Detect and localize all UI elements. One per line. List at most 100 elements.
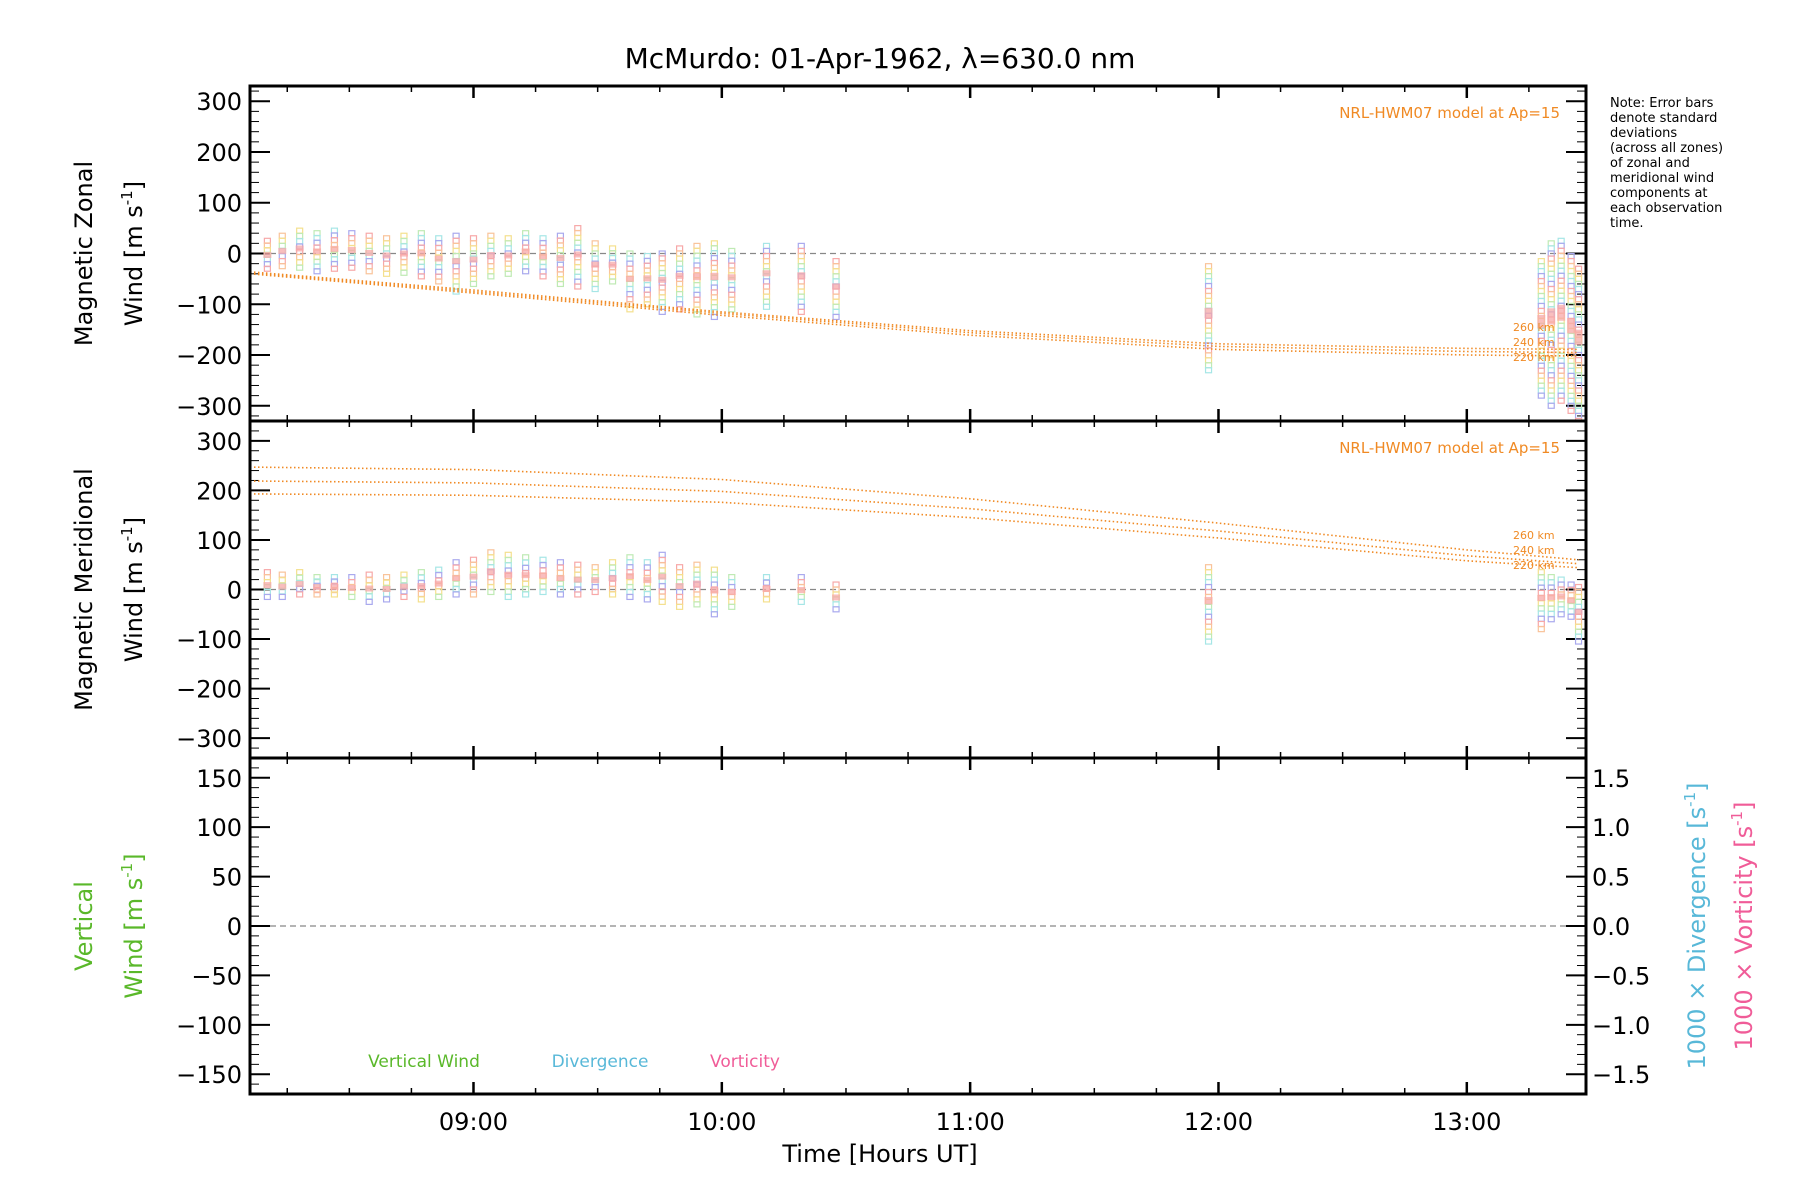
obs-marker — [382, 245, 391, 252]
obs-marker — [263, 265, 271, 272]
obs-marker — [1537, 258, 1545, 265]
obs-marker — [365, 593, 373, 600]
obs-marker — [693, 571, 701, 578]
obs-marker — [330, 591, 339, 598]
obs-marker — [643, 564, 651, 571]
obs-marker — [348, 239, 356, 247]
obs-marker — [1204, 578, 1213, 586]
obs-marker — [626, 291, 634, 298]
observation-stack — [1574, 265, 1583, 421]
obs-marker — [452, 273, 460, 280]
obs-core — [1557, 593, 1566, 600]
obs-marker — [1204, 317, 1213, 324]
obs-marker — [676, 593, 684, 601]
observation-stack — [504, 235, 513, 277]
obs-marker — [1574, 356, 1583, 364]
obs-core — [347, 585, 356, 592]
obs-marker — [574, 263, 582, 271]
y-axis-label-units: [m s — [120, 205, 148, 258]
y-axis-label-line2: Wind [m s-1] — [118, 517, 148, 662]
obs-marker — [1567, 608, 1575, 615]
obs-marker — [382, 579, 391, 586]
obs-marker — [658, 255, 666, 262]
obs-marker — [487, 232, 495, 239]
obs-marker — [693, 257, 701, 264]
obs-marker — [1537, 267, 1545, 275]
obs-marker — [382, 235, 391, 242]
model-curve — [250, 271, 1579, 351]
obs-marker — [1537, 392, 1545, 399]
obs-marker — [797, 283, 805, 290]
obs-marker — [348, 574, 356, 581]
obs-marker — [1557, 601, 1565, 608]
obs-marker — [1557, 397, 1565, 404]
obs-core — [399, 583, 408, 590]
y-tick-label: 0 — [227, 913, 242, 941]
obs-marker — [658, 556, 666, 564]
obs-marker — [728, 247, 736, 255]
obs-marker — [676, 296, 684, 303]
obs-marker — [728, 578, 736, 586]
model-curve — [250, 272, 1579, 354]
y-tick-label: −100 — [176, 626, 242, 654]
observation-stack — [727, 574, 736, 610]
obs-marker — [487, 273, 495, 280]
obs-marker — [296, 585, 304, 592]
obs-marker — [400, 577, 408, 584]
model-altitude-label: 240 km — [1513, 544, 1555, 557]
note-line: meridional wind — [1610, 171, 1715, 186]
observation-stack — [452, 232, 461, 295]
obs-marker — [1557, 237, 1565, 244]
divergence-axis-label-close: ] — [1683, 782, 1711, 791]
obs-marker — [1574, 285, 1583, 293]
obs-marker — [487, 583, 495, 591]
obs-marker — [1204, 583, 1213, 591]
observation-stack — [539, 556, 548, 596]
obs-marker — [539, 567, 547, 574]
obs-marker — [710, 571, 718, 578]
obs-marker — [693, 242, 701, 249]
obs-marker — [1537, 382, 1545, 389]
obs-marker — [676, 255, 684, 262]
obs-marker — [1537, 605, 1545, 612]
obs-marker — [1557, 337, 1565, 344]
obs-marker — [1547, 265, 1555, 272]
obs-marker — [1547, 377, 1555, 384]
obs-marker — [1574, 387, 1583, 394]
obs-marker — [1537, 292, 1545, 300]
obs-core — [692, 273, 701, 281]
obs-marker — [1574, 628, 1583, 635]
observation-stack — [1567, 581, 1576, 620]
obs-marker — [832, 308, 840, 315]
obs-marker — [487, 554, 495, 561]
y-axis-label-line2: Wind [m s-1] — [118, 181, 148, 326]
y-tick-label: 200 — [196, 477, 242, 505]
obs-marker — [710, 581, 718, 588]
obs-core — [365, 249, 374, 256]
obs-marker — [832, 278, 840, 285]
obs-marker — [574, 229, 582, 237]
obs-marker — [832, 601, 840, 608]
obs-marker — [1557, 282, 1565, 289]
obs-marker — [522, 268, 530, 275]
obs-marker — [608, 569, 617, 577]
obs-marker — [710, 264, 718, 271]
obs-marker — [348, 230, 356, 237]
obs-marker — [1567, 362, 1575, 370]
obs-marker — [504, 583, 512, 590]
obs-marker — [382, 260, 391, 267]
obs-marker — [1204, 297, 1213, 304]
obs-marker — [487, 578, 495, 586]
obs-marker — [400, 237, 408, 245]
obs-core — [313, 248, 322, 255]
obs-marker — [1567, 592, 1575, 599]
obs-marker — [591, 240, 599, 247]
right-tick-label: −1.5 — [1592, 1061, 1650, 1089]
obs-marker — [1574, 397, 1583, 404]
obs-marker — [1537, 620, 1545, 628]
obs-marker — [1557, 367, 1565, 374]
observation-stack — [643, 252, 652, 308]
legend-item-vertical: Vertical Wind — [368, 1052, 480, 1072]
obs-marker — [556, 559, 565, 566]
